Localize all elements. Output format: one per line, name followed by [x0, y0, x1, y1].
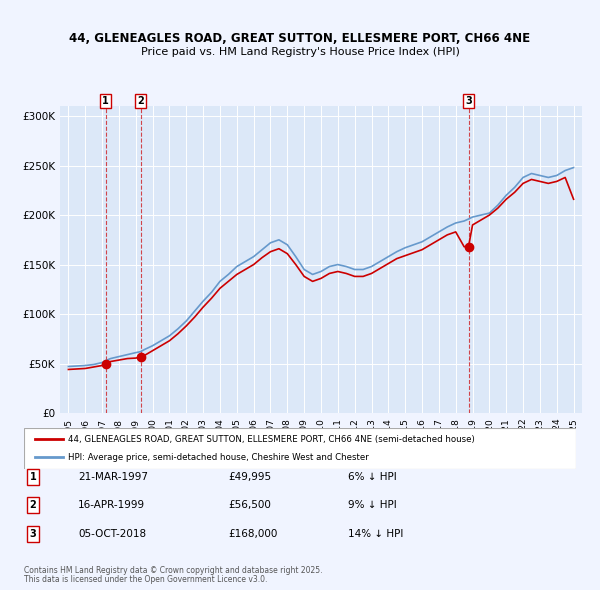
- Text: Contains HM Land Registry data © Crown copyright and database right 2025.: Contains HM Land Registry data © Crown c…: [24, 566, 323, 575]
- Text: 44, GLENEAGLES ROAD, GREAT SUTTON, ELLESMERE PORT, CH66 4NE (semi-detached house: 44, GLENEAGLES ROAD, GREAT SUTTON, ELLES…: [68, 435, 475, 444]
- Text: 14% ↓ HPI: 14% ↓ HPI: [348, 529, 403, 539]
- Text: This data is licensed under the Open Government Licence v3.0.: This data is licensed under the Open Gov…: [24, 575, 268, 584]
- Text: 6% ↓ HPI: 6% ↓ HPI: [348, 472, 397, 482]
- Text: 16-APR-1999: 16-APR-1999: [78, 500, 145, 510]
- Text: 3: 3: [465, 96, 472, 106]
- Text: 3: 3: [29, 529, 37, 539]
- Text: 1: 1: [29, 472, 37, 482]
- FancyBboxPatch shape: [24, 428, 576, 469]
- Text: Price paid vs. HM Land Registry's House Price Index (HPI): Price paid vs. HM Land Registry's House …: [140, 47, 460, 57]
- Text: 9% ↓ HPI: 9% ↓ HPI: [348, 500, 397, 510]
- Text: £56,500: £56,500: [228, 500, 271, 510]
- Text: 2: 2: [137, 96, 144, 106]
- Text: 44, GLENEAGLES ROAD, GREAT SUTTON, ELLESMERE PORT, CH66 4NE: 44, GLENEAGLES ROAD, GREAT SUTTON, ELLES…: [70, 32, 530, 45]
- Text: £49,995: £49,995: [228, 472, 271, 482]
- Text: 21-MAR-1997: 21-MAR-1997: [78, 472, 148, 482]
- Text: 1: 1: [103, 96, 109, 106]
- Text: 05-OCT-2018: 05-OCT-2018: [78, 529, 146, 539]
- Text: 2: 2: [29, 500, 37, 510]
- Text: HPI: Average price, semi-detached house, Cheshire West and Chester: HPI: Average price, semi-detached house,…: [68, 453, 369, 462]
- Text: £168,000: £168,000: [228, 529, 277, 539]
